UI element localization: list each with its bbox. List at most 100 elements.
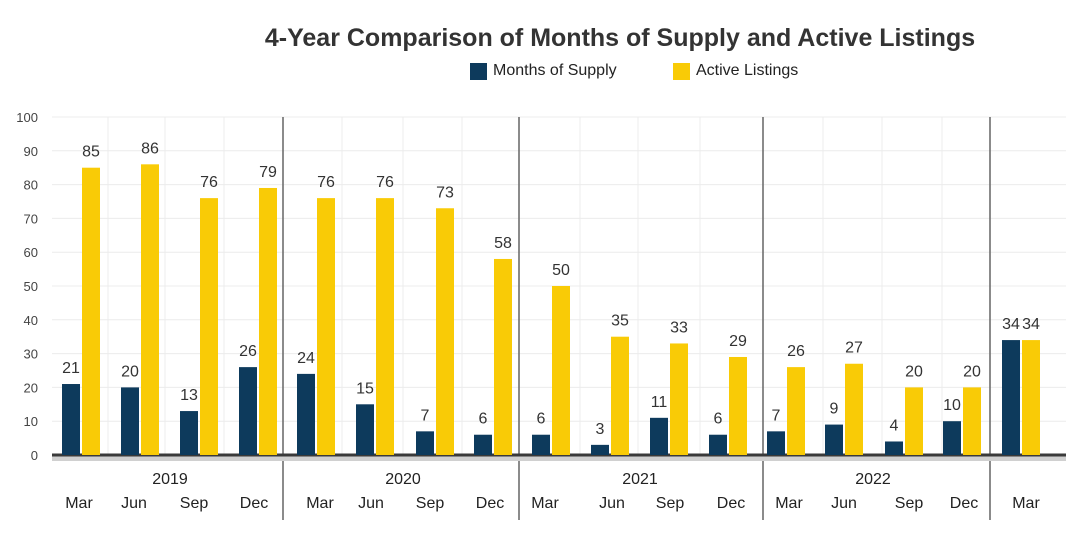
data-label-active-listings: 73 — [436, 184, 454, 201]
data-label-months-of-supply: 34 — [1002, 316, 1020, 333]
legend-label-active-listings: Active Listings — [696, 62, 799, 79]
x-tick-label: Sep — [416, 495, 445, 512]
bar-months-of-supply — [943, 421, 961, 455]
bar-months-of-supply — [767, 431, 785, 455]
x-tick-label: Dec — [950, 495, 978, 512]
x-tick-label: Jun — [599, 495, 625, 512]
x-tick-label: Dec — [717, 495, 745, 512]
legend-item-active-listings: Active Listings — [673, 62, 798, 80]
data-label-months-of-supply: 7 — [772, 407, 781, 424]
data-label-active-listings: 34 — [1022, 316, 1040, 333]
x-axis-shadow — [52, 456, 1066, 461]
bar-months-of-supply — [1002, 340, 1020, 455]
bar-active-listings — [787, 367, 805, 455]
x-tick-label: Dec — [240, 495, 268, 512]
x-tick-label: Mar — [306, 495, 334, 512]
data-label-months-of-supply: 13 — [180, 387, 198, 404]
y-tick-label: 20 — [24, 380, 38, 395]
x-tick-label: Sep — [656, 495, 685, 512]
bar-active-listings — [611, 336, 629, 455]
bar-months-of-supply — [474, 434, 492, 455]
bar-months-of-supply — [825, 424, 843, 455]
data-label-active-listings: 26 — [787, 343, 805, 360]
x-tick-label: Jun — [358, 495, 384, 512]
bar-active-listings — [845, 363, 863, 455]
x-year-label: 2019 — [152, 471, 188, 488]
data-label-months-of-supply: 20 — [121, 363, 139, 380]
legend-item-months-of-supply: Months of Supply — [470, 62, 617, 80]
legend-swatch-months-of-supply — [470, 62, 487, 80]
x-tick-label: Mar — [531, 495, 559, 512]
x-year-label: 2022 — [855, 471, 891, 488]
y-tick-label: 80 — [24, 178, 38, 193]
y-tick-label: 30 — [24, 347, 38, 362]
chart-title: 4-Year Comparison of Months of Supply an… — [264, 24, 976, 52]
data-label-months-of-supply: 9 — [830, 401, 839, 418]
bar-active-listings — [552, 286, 570, 455]
x-tick-label: Mar — [775, 495, 803, 512]
bar-active-listings — [141, 164, 159, 455]
bar-active-listings — [200, 198, 218, 455]
bar-active-listings — [82, 167, 100, 455]
bar-active-listings — [729, 356, 747, 455]
x-tick-label: Dec — [476, 495, 504, 512]
data-label-months-of-supply: 26 — [239, 343, 257, 360]
data-label-months-of-supply: 10 — [943, 397, 961, 414]
data-label-active-listings: 58 — [494, 235, 512, 252]
data-label-months-of-supply: 4 — [890, 417, 899, 434]
y-tick-label: 50 — [24, 279, 38, 294]
bar-active-listings — [963, 387, 981, 455]
bar-active-listings — [1022, 340, 1040, 455]
y-tick-label: 70 — [24, 211, 38, 226]
data-label-active-listings: 86 — [141, 140, 159, 157]
bar-months-of-supply — [356, 404, 374, 455]
bar-months-of-supply — [239, 367, 257, 455]
bar-active-listings — [436, 208, 454, 455]
data-label-active-listings: 20 — [905, 363, 923, 380]
legend-swatch-active-listings — [673, 62, 690, 80]
bar-months-of-supply — [885, 441, 903, 455]
y-tick-label: 90 — [24, 144, 38, 159]
x-tick-label: Mar — [65, 495, 93, 512]
x-year-label: 2020 — [385, 471, 421, 488]
bar-months-of-supply — [180, 411, 198, 455]
x-tick-label: Mar — [1012, 495, 1040, 512]
x-tick-label: Sep — [895, 495, 924, 512]
data-label-active-listings: 27 — [845, 340, 863, 357]
bar-months-of-supply — [591, 444, 609, 455]
bar-months-of-supply — [416, 431, 434, 455]
bar-active-listings — [494, 258, 512, 455]
x-tick-label: Jun — [831, 495, 857, 512]
data-label-active-listings: 50 — [552, 262, 570, 279]
data-label-active-listings: 76 — [200, 174, 218, 191]
y-tick-label: 60 — [24, 245, 38, 260]
bar-active-listings — [670, 343, 688, 455]
x-year-label: 2021 — [622, 471, 658, 488]
bar-months-of-supply — [650, 417, 668, 455]
bar-active-listings — [376, 198, 394, 455]
data-label-active-listings: 35 — [611, 313, 629, 330]
y-tick-label: 40 — [24, 313, 38, 328]
legend-label-months-of-supply: Months of Supply — [493, 62, 617, 79]
bar-months-of-supply — [709, 434, 727, 455]
data-label-months-of-supply: 6 — [479, 411, 488, 428]
bar-months-of-supply — [121, 387, 139, 455]
bar-months-of-supply — [62, 384, 80, 455]
bar-active-listings — [259, 187, 277, 456]
y-tick-label: 10 — [24, 414, 38, 429]
x-tick-label: Sep — [180, 495, 209, 512]
bar-active-listings — [317, 198, 335, 455]
bar-months-of-supply — [532, 434, 550, 455]
data-label-months-of-supply: 3 — [596, 421, 605, 438]
data-label-months-of-supply: 11 — [651, 394, 668, 411]
y-tick-label: 100 — [16, 110, 38, 125]
data-label-months-of-supply: 7 — [421, 407, 430, 424]
data-label-active-listings: 79 — [259, 164, 277, 181]
data-label-months-of-supply: 15 — [356, 380, 374, 397]
data-label-active-listings: 76 — [317, 174, 335, 191]
data-label-months-of-supply: 6 — [537, 411, 546, 428]
bar-months-of-supply — [297, 373, 315, 455]
data-label-active-listings: 76 — [376, 174, 394, 191]
data-label-months-of-supply: 21 — [62, 360, 80, 377]
